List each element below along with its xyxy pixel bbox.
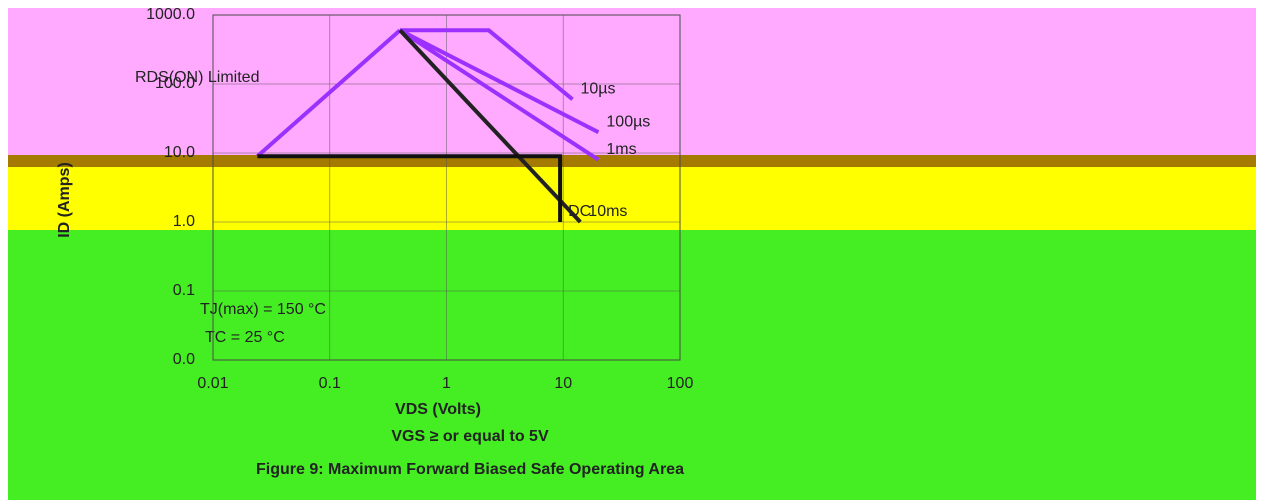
y-axis-label: ID (Amps) [56, 162, 73, 238]
series-label: DC [568, 203, 591, 220]
y-tick-label: 0.1 [173, 282, 195, 299]
y-tick-label: 1.0 [173, 213, 195, 230]
y-tick-label: 10.0 [164, 144, 195, 161]
x-tick-label: 0.1 [319, 375, 341, 392]
y-tick-label: 0.0 [173, 351, 195, 368]
note: VGS ≥ or equal to 5V [391, 428, 549, 445]
series-label: 1ms [606, 141, 636, 158]
annotation: TC = 25 °C [205, 329, 285, 346]
y-tick-label: 1000.0 [146, 6, 195, 23]
line [257, 154, 563, 222]
band-green [8, 230, 1256, 500]
x-tick-label: 100 [667, 375, 694, 392]
series-label: 10µs [580, 81, 615, 98]
line [398, 28, 582, 224]
line [398, 28, 600, 162]
line [256, 28, 402, 158]
x-axis-label: VDS (Volts) [395, 401, 481, 418]
series-label: 10ms [588, 203, 627, 220]
band-yellow [8, 167, 1256, 230]
series-label: 100µs [606, 113, 650, 130]
line [399, 28, 600, 134]
x-tick-label: 1 [442, 375, 451, 392]
x-tick-label: 10 [554, 375, 572, 392]
chart-title: Figure 9: Maximum Forward Biased Safe Op… [256, 461, 684, 478]
band-pink [8, 8, 1256, 156]
x-tick-label: 0.01 [197, 375, 228, 392]
annotation: RDS(ON) Limited [135, 69, 259, 86]
annotation: TJ(max) = 150 °C [200, 301, 326, 318]
y-tick-label: 100.0 [155, 75, 195, 92]
line [400, 28, 574, 101]
